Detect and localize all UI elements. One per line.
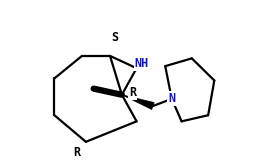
Text: NH: NH	[135, 57, 149, 70]
Text: N: N	[168, 92, 175, 105]
Text: R: R	[129, 86, 136, 99]
Text: R: R	[74, 146, 81, 159]
Polygon shape	[122, 95, 154, 110]
Text: S: S	[112, 31, 119, 44]
